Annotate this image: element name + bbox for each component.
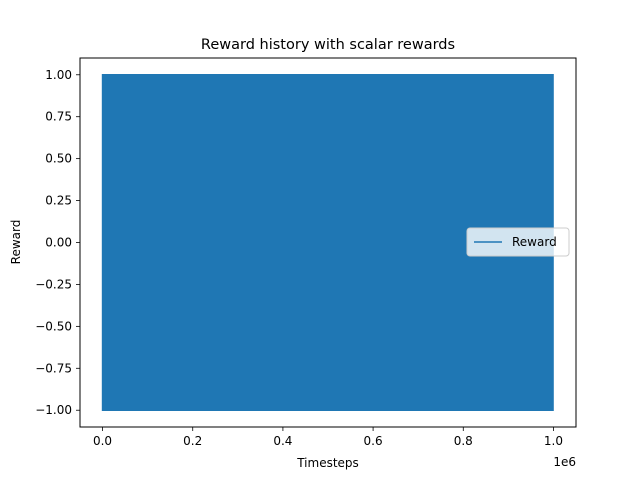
- y-axis-ticks: −1.00 −0.75 −0.50 −0.25 0.00 0.25 0.50 0.75 1.00: [35, 68, 80, 417]
- x-tick-label: 0.6: [364, 434, 383, 448]
- x-axis-offset-label: 1e6: [553, 455, 576, 469]
- x-tick-label: 0.0: [93, 434, 112, 448]
- legend-box: [466, 227, 570, 257]
- x-tick-label: 0.4: [273, 434, 292, 448]
- y-tick-label: 0.00: [45, 236, 72, 250]
- y-axis-label: Reward: [9, 220, 23, 265]
- y-tick-label: −0.25: [35, 277, 72, 291]
- x-axis-ticks: 0.0 0.2 0.4 0.6 0.8 1.0: [93, 427, 563, 448]
- x-tick-label: 1.0: [544, 434, 563, 448]
- y-tick-label: 0.50: [45, 152, 72, 166]
- y-tick-label: −0.75: [35, 361, 72, 375]
- x-tick-label: 0.8: [454, 434, 473, 448]
- y-tick-label: 0.75: [45, 110, 72, 124]
- y-tick-label: −1.00: [35, 403, 72, 417]
- chart-title: Reward history with scalar rewards: [201, 37, 455, 53]
- legend-label-reward: Reward: [512, 235, 557, 249]
- x-tick-label: 0.2: [183, 434, 202, 448]
- x-axis-label: Timesteps: [296, 456, 359, 470]
- y-tick-label: 1.00: [45, 68, 72, 82]
- y-tick-label: −0.50: [35, 319, 72, 333]
- axes-frame: [79, 57, 577, 428]
- legend: Reward: [466, 227, 570, 257]
- y-tick-label: 0.25: [45, 194, 72, 208]
